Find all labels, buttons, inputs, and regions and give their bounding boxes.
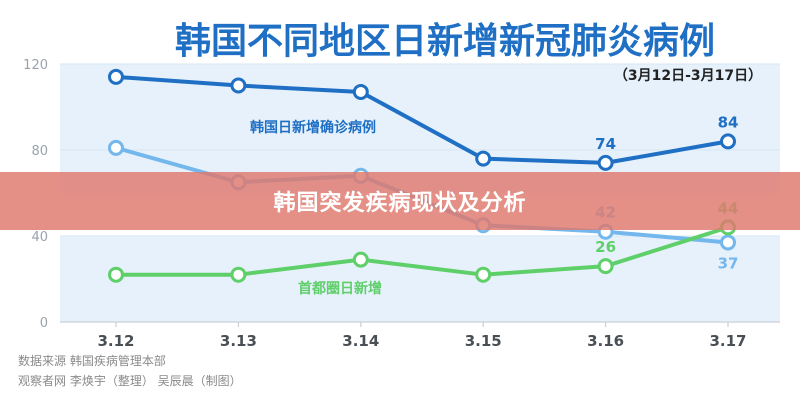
axes: 0 40 80 120 3.12 3.13 3.14 3.15 3.16 3.17: [23, 58, 780, 350]
data-point: [352, 251, 369, 268]
data-point: [230, 266, 247, 283]
data-point: [108, 139, 124, 156]
data-label: 84: [718, 113, 739, 131]
data-point: [108, 266, 124, 283]
data-label: 74: [595, 135, 616, 153]
data-label: 26: [595, 238, 616, 256]
data-label: 37: [718, 254, 739, 272]
data-point: [108, 68, 124, 85]
series-name-label: 首都圈日新增: [298, 280, 382, 297]
source-line-2: 观察者网 李焕宇（整理） 吴辰晨（制图）: [18, 374, 242, 388]
data-point: [720, 133, 736, 150]
data-point: [475, 150, 492, 167]
data-point: [230, 77, 247, 94]
data-point: [597, 154, 614, 171]
series-2: 2644首都圈日新增: [108, 199, 738, 297]
source-line-1: 数据来源 韩国疾病管理本部: [18, 354, 166, 368]
series-name-label: 韩国日新增确诊病例: [250, 119, 376, 136]
overlay-banner: 韩国突发疾病现状及分析: [0, 172, 800, 230]
x-tick-label: 3.16: [587, 332, 624, 350]
x-tick-label: 3.12: [97, 332, 134, 350]
band: [60, 279, 780, 322]
y-tick-label: 0: [40, 316, 48, 331]
band: [60, 64, 780, 107]
series-0: 74 84 韩国日新增确诊病例: [108, 68, 739, 171]
data-point: [597, 258, 614, 275]
y-tick-label: 120: [23, 58, 48, 73]
data-point: [352, 83, 369, 100]
series-line: [114, 74, 730, 165]
chart-title: 韩国不同地区日新增新冠肺炎病例: [175, 21, 715, 62]
x-tick-label: 3.17: [709, 332, 746, 350]
x-tick-label: 3.13: [220, 332, 257, 350]
banner-title: 韩国突发疾病现状及分析: [273, 191, 527, 216]
chart-subtitle: （3月12日-3月17日）: [614, 68, 762, 84]
y-tick-label: 80: [31, 144, 48, 159]
band: [60, 236, 780, 279]
y-tick-label: 40: [31, 230, 48, 245]
data-point: [475, 266, 492, 283]
data-point: [720, 234, 736, 251]
x-tick-label: 3.15: [465, 332, 502, 350]
band: [60, 107, 780, 150]
x-tick-label: 3.14: [342, 332, 379, 350]
background-bands: [60, 64, 780, 322]
series-line: [114, 225, 730, 277]
